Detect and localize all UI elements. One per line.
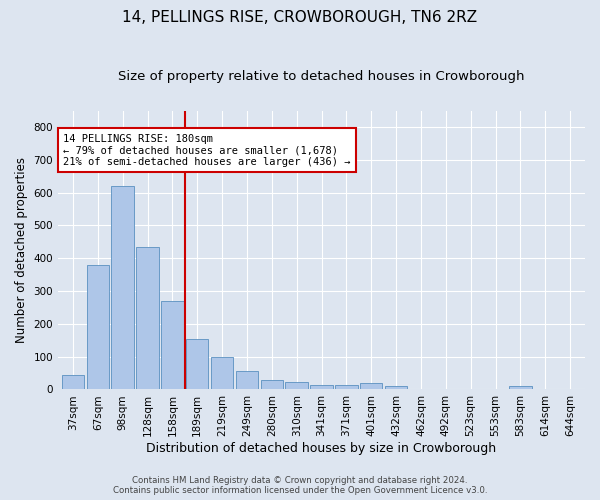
Bar: [62, 374, 84, 390]
Text: 14, PELLINGS RISE, CROWBOROUGH, TN6 2RZ: 14, PELLINGS RISE, CROWBOROUGH, TN6 2RZ: [122, 10, 478, 25]
Bar: [509, 386, 532, 390]
Title: Size of property relative to detached houses in Crowborough: Size of property relative to detached ho…: [118, 70, 525, 83]
Bar: [335, 384, 358, 390]
Bar: [161, 301, 184, 390]
Bar: [86, 266, 109, 390]
Bar: [385, 386, 407, 390]
Bar: [286, 382, 308, 390]
Text: Contains HM Land Registry data © Crown copyright and database right 2024.
Contai: Contains HM Land Registry data © Crown c…: [113, 476, 487, 495]
Y-axis label: Number of detached properties: Number of detached properties: [15, 157, 28, 343]
Bar: [559, 389, 581, 390]
Bar: [410, 389, 432, 390]
Bar: [236, 372, 258, 390]
Bar: [136, 246, 159, 390]
Bar: [310, 384, 333, 390]
Text: 14 PELLINGS RISE: 180sqm
← 79% of detached houses are smaller (1,678)
21% of sem: 14 PELLINGS RISE: 180sqm ← 79% of detach…: [63, 134, 350, 166]
Bar: [186, 338, 208, 390]
Bar: [360, 383, 382, 390]
Bar: [211, 356, 233, 390]
X-axis label: Distribution of detached houses by size in Crowborough: Distribution of detached houses by size …: [146, 442, 497, 455]
Bar: [112, 186, 134, 390]
Bar: [260, 380, 283, 390]
